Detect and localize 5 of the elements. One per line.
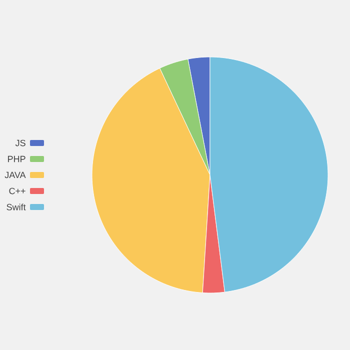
legend-label: PHP: [8, 156, 26, 162]
legend-label: Swift: [6, 204, 26, 210]
legend-label: C++: [9, 188, 26, 194]
legend-label: JS: [15, 140, 26, 146]
legend-label: JAVA: [4, 172, 26, 178]
